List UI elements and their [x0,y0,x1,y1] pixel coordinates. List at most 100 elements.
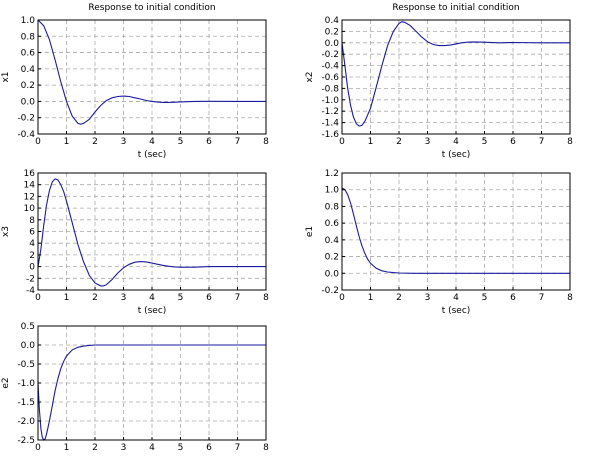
y-tick-label: 8 [29,216,35,226]
x-tick-label: 6 [206,443,212,453]
y-tick-label: 2 [29,251,35,261]
y-tick-label: -0.2 [17,114,35,124]
y-tick-label: 6 [29,228,35,238]
y-tick-label: -0.6 [321,73,339,83]
series-line-x3 [37,178,266,287]
x-tick-label: 1 [64,443,70,453]
y-tick-label: 0.2 [21,81,35,91]
x-tick-label: 2 [92,443,98,453]
y-tick-label: -0.2 [321,50,339,60]
x-tick-label: 1 [368,137,374,147]
y-axis-label: x1 [1,71,11,82]
x-tick-label: 7 [235,443,241,453]
y-tick-label: 10 [24,204,36,214]
y-tick-label: -1.6 [321,130,339,140]
x-tick-label: 1 [64,293,70,303]
y-tick-label: -0.5 [17,360,35,370]
x-tick-label: 5 [178,443,184,453]
x-tick-label: 8 [567,137,573,147]
x-tick-label: 7 [539,137,545,147]
y-tick-label: -1.0 [321,96,339,106]
x-tick-label: 5 [178,293,184,303]
x-tick-label: 6 [206,137,212,147]
x-tick-label: 2 [92,137,98,147]
x-tick-label: 4 [149,443,155,453]
y-tick-label: 0.0 [21,97,36,107]
y-tick-label: 16 [24,169,36,179]
subplot-2: 0 1 2 3 4 5 6 7 8 -1.6-1.4 -1.2-1.0 -0.8-0.6-0.4 -0.… [305,3,573,160]
x-tick-label: 2 [396,293,402,303]
y-tick-label: 0.6 [21,49,36,59]
x-tick-label: 6 [206,293,212,303]
x-tick-label: 7 [539,293,545,303]
x-tick-label: 6 [510,137,516,147]
x-tick-label: 3 [425,137,431,147]
x-axis-label: t (sec) [442,150,471,160]
x-tick-label: 7 [235,293,241,303]
y-tick-label: 0.4 [325,236,340,246]
x-tick-label: 0 [35,293,41,303]
x-tick-label: 3 [121,137,127,147]
y-tick-label: -1.2 [321,107,339,117]
y-tick-label: 0.5 [21,322,35,332]
x-axis-label: t (sec) [138,306,167,316]
x-tick-label: 4 [453,293,459,303]
y-tick-label: -0.2 [321,286,339,296]
y-tick-label: 0 [29,263,35,273]
x-tick-label: 0 [339,137,345,147]
x-axis-label: t (sec) [442,306,471,316]
x-tick-label: 2 [396,137,402,147]
x-tick-label: 5 [482,293,488,303]
y-axis-label: x3 [1,226,11,237]
x-axis-label: t (sec) [138,150,167,160]
chart-title: Response to initial condition [392,3,519,13]
y-tick-label: 1.0 [21,16,36,26]
y-tick-label: 1.0 [325,186,340,196]
series-line-x1 [37,19,266,125]
x-tick-label: 0 [339,293,345,303]
y-tick-label: -2 [26,274,35,284]
x-tick-label: 7 [235,137,241,147]
y-tick-label: 0.8 [325,202,340,212]
subplot-4: 0 1 2 3 4 5 6 7 8 -0.2 0.0 0.2 0.4 0.6 0.8 1.0 1.2 t (sec… [305,169,573,316]
y-tick-label: 0.4 [21,65,36,75]
y-tick-label: 1.2 [325,169,339,179]
chart-title: Response to initial condition [88,3,215,13]
x-tick-label: 0 [35,137,41,147]
y-tick-label: 12 [24,192,35,202]
x-tick-label: 5 [482,137,488,147]
x-tick-label: 4 [453,137,459,147]
y-tick-label: 0.0 [325,39,340,49]
y-tick-label: 0.8 [21,32,36,42]
x-tick-label: 2 [92,293,98,303]
y-tick-label: 4 [29,239,35,249]
x-tick-label: 4 [149,137,155,147]
subplot-1: 0 1 2 3 4 5 6 7 8 -0.4 -0.2 0.0 0.2 0.4 0.6 0.8 1.0 Respo… [1,3,269,160]
x-tick-label: 1 [368,293,374,303]
y-tick-label: -0.4 [321,62,339,72]
series-line-x2 [341,21,570,127]
y-tick-label: 14 [24,181,36,191]
x-tick-label: 5 [178,137,184,147]
y-tick-label: 0.4 [325,16,340,26]
y-axis-label: e2 [1,377,11,388]
y-axis-label: e1 [305,226,315,237]
series-line-e1 [341,187,570,274]
y-tick-label: -1.0 [17,379,35,389]
x-tick-label: 8 [263,137,269,147]
y-tick-label: 0.2 [325,253,339,263]
x-tick-label: 4 [149,293,155,303]
y-tick-label: 0.2 [325,27,339,37]
y-tick-label: 0.0 [21,341,36,351]
y-tick-label: -1.4 [321,119,339,129]
y-tick-label: -1.5 [17,398,35,408]
x-tick-label: 3 [121,293,127,303]
subplot-5: 0 1 2 3 4 5 6 7 8 -2.5 -2.0 -1.5 -1.0 -0.5 0.0 0.5 e2 [1,322,269,453]
y-tick-label: 0.6 [325,219,340,229]
x-tick-label: 8 [567,293,573,303]
x-tick-label: 0 [35,443,41,453]
x-tick-label: 1 [64,137,70,147]
x-tick-label: 8 [263,443,269,453]
